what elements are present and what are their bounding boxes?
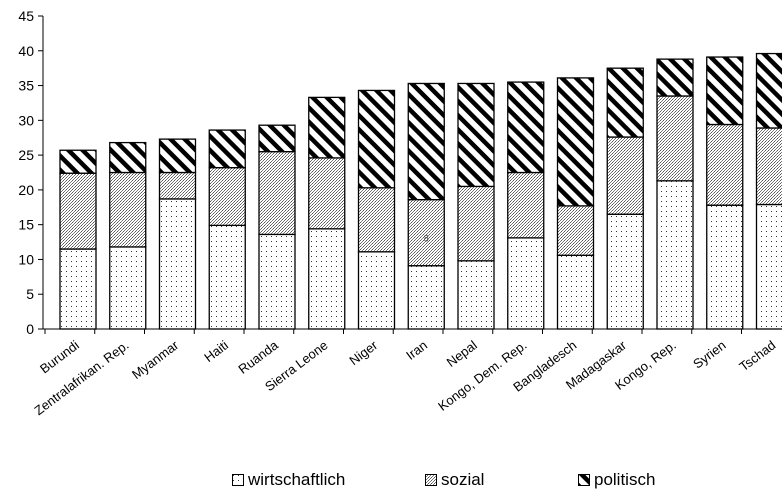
bar-segment-politisch <box>158 138 197 174</box>
x-tick-label: Haiti <box>201 337 231 365</box>
annotations: 8 <box>424 233 429 243</box>
bar-segment-politisch <box>258 124 296 153</box>
x-tick-label: Iran <box>403 337 430 362</box>
y-axis: 0 5 10 15 20 25 30 35 40 45 <box>18 8 44 337</box>
bar-segment-wirtschaftlich <box>656 180 694 330</box>
legend-swatch-dots <box>232 473 244 486</box>
legend-swatch-stripes <box>578 473 590 486</box>
bar-segment-sozial <box>158 171 197 200</box>
bar-segment-sozial <box>59 172 97 250</box>
bar-segment-politisch <box>556 77 595 207</box>
bar-segment-wirtschaftlich <box>407 265 445 330</box>
legend-swatch-dense-dots <box>425 473 437 486</box>
legend-label-wirtschaftlich: wirtschaftlich <box>248 470 346 489</box>
x-tick-label: Nepal <box>444 337 480 369</box>
bar-segment-politisch <box>706 56 744 126</box>
x-tick-label: Burundi <box>37 337 82 376</box>
bar-segment-sozial <box>457 185 495 262</box>
bar-segment-sozial <box>606 136 644 215</box>
x-tick-label: Tschad <box>736 337 778 374</box>
legend-item-sozial: sozial <box>425 470 484 490</box>
bar-segment-wirtschaftlich <box>258 233 296 330</box>
legend: wirtschaftlich sozial politisch <box>0 470 782 490</box>
bar-segment-politisch <box>606 67 644 138</box>
bar-segment-sozial <box>407 198 445 267</box>
bar-segment-sozial <box>507 171 545 239</box>
y-tick-label: 25 <box>18 147 34 163</box>
y-tick-label: 20 <box>18 182 34 198</box>
y-tick-label: 45 <box>18 8 34 24</box>
y-tick-label: 0 <box>26 321 34 337</box>
y-tick-label: 35 <box>18 78 34 94</box>
y-tick-label: 15 <box>18 217 34 233</box>
x-tick-label: Kongo, Dem. Rep. <box>435 337 529 413</box>
x-tick-label: Ruanda <box>235 337 281 377</box>
bar-segment-sozial <box>208 166 246 227</box>
bar-segment-wirtschaftlich <box>556 254 595 330</box>
bar-segment-wirtschaftlich <box>208 224 246 330</box>
bar-segment-sozial <box>258 150 296 236</box>
bar-segment-politisch <box>208 129 246 169</box>
x-tick-label: Myanmar <box>129 337 182 382</box>
bar-segment-wirtschaftlich <box>308 228 346 330</box>
bar-segment-politisch <box>407 82 445 201</box>
bar-segment-sozial <box>656 95 694 182</box>
legend-item-wirtschaftlich: wirtschaftlich <box>232 470 345 490</box>
bar-segment-sozial <box>109 171 147 248</box>
bar-segment-sozial <box>706 123 744 206</box>
legend-item-politisch: politisch <box>578 470 655 490</box>
y-tick-label: 40 <box>18 43 34 59</box>
bar-segment-politisch <box>59 149 97 174</box>
bar-segment-politisch <box>507 81 545 174</box>
x-tick-label: Niger <box>346 337 380 368</box>
bar-segment-sozial <box>755 127 782 206</box>
bar-segment-politisch <box>308 96 346 159</box>
x-tick-label: Syrien <box>690 337 728 371</box>
y-tick-label: 30 <box>18 112 34 128</box>
bar-segment-politisch <box>755 52 782 129</box>
bar-segment-wirtschaftlich <box>755 203 782 330</box>
legend-label-sozial: sozial <box>441 470 485 489</box>
legend-label-politisch: politisch <box>594 470 656 489</box>
bar-segment-wirtschaftlich <box>357 251 396 330</box>
bar-annotation: 8 <box>424 233 429 243</box>
y-tick-label: 5 <box>26 286 34 302</box>
bar-segment-wirtschaftlich <box>606 213 644 330</box>
y-tick-label: 10 <box>18 251 34 267</box>
bar-segment-wirtschaftlich <box>158 198 197 330</box>
bars <box>59 52 782 330</box>
bar-segment-politisch <box>357 89 396 189</box>
bar-segment-sozial <box>556 205 595 256</box>
bar-segment-politisch <box>109 141 147 174</box>
bar-segment-wirtschaftlich <box>59 248 97 330</box>
bar-segment-politisch <box>656 58 694 97</box>
bar-segment-wirtschaftlich <box>706 204 744 330</box>
bar-segment-wirtschaftlich <box>507 237 545 330</box>
bar-segment-sozial <box>357 187 396 253</box>
bar-segment-politisch <box>457 82 495 188</box>
bar-segment-sozial <box>308 157 346 230</box>
bar-segment-wirtschaftlich <box>457 260 495 330</box>
bar-segment-wirtschaftlich <box>109 246 147 330</box>
